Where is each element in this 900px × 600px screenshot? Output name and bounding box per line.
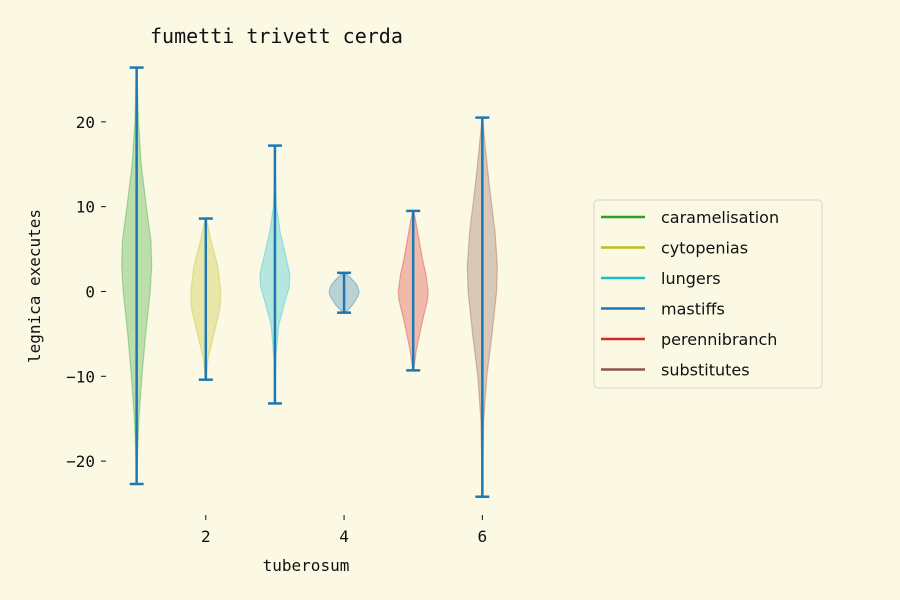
legend: caramelisation cytopenias lungers mastiffs p… bbox=[593, 199, 823, 389]
y-axis-ticks: −20 −10 0 10 20 bbox=[66, 113, 106, 471]
y-tick-label: 10 bbox=[76, 198, 95, 217]
x-tick-label: 4 bbox=[339, 527, 349, 546]
x-axis-label: tuberosum bbox=[263, 556, 350, 575]
legend-label-perennibranch: perennibranch bbox=[661, 330, 777, 349]
y-tick-label: 0 bbox=[85, 282, 95, 301]
y-tick-label: 20 bbox=[76, 113, 95, 132]
legend-label-mastiffs: mastiffs bbox=[661, 300, 725, 319]
y-axis-label: legnica executes bbox=[25, 209, 44, 363]
x-axis-ticks: 2 4 6 bbox=[201, 515, 487, 546]
y-tick-label: −10 bbox=[66, 367, 95, 386]
legend-label-caramelisation: caramelisation bbox=[661, 208, 779, 227]
legend-label-substitutes: substitutes bbox=[661, 361, 750, 380]
violins bbox=[121, 66, 498, 498]
y-tick-label: −20 bbox=[66, 452, 95, 471]
legend-items: caramelisation cytopenias lungers mastiffs p… bbox=[601, 208, 779, 380]
legend-box bbox=[593, 199, 823, 389]
legend-label-lungers: lungers bbox=[661, 269, 721, 288]
legend-label-cytopenias: cytopenias bbox=[661, 239, 748, 258]
x-tick-label: 2 bbox=[201, 527, 211, 546]
chart-title: fumetti trivett cerda bbox=[150, 24, 403, 48]
x-tick-label: 6 bbox=[478, 527, 488, 546]
